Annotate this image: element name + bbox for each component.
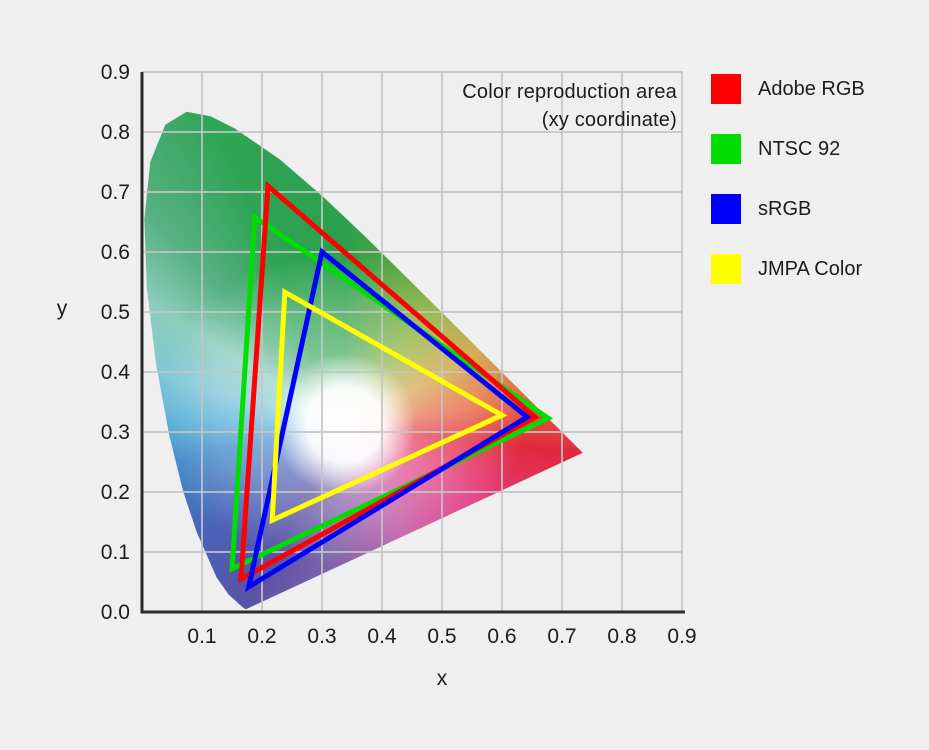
chart-title-line1: Color reproduction area: [462, 81, 677, 103]
legend-item-adobe-rgb: Adobe RGB: [711, 74, 865, 104]
y-tick-label: 0.4: [100, 361, 130, 384]
y-tick-label: 0.1: [100, 541, 130, 564]
y-tick-label: 0.9: [100, 61, 130, 84]
gamut-triangle-adobe-rgb: [238, 180, 540, 584]
x-tick-label: 0.9: [667, 625, 697, 648]
legend-label: Adobe RGB: [758, 77, 865, 100]
axis-lines: [140, 72, 685, 614]
legend-color-swatch: [711, 74, 741, 104]
legend-color-swatch: [711, 254, 741, 284]
y-tick-label: 0.5: [100, 301, 130, 324]
x-tick-label: 0.1: [187, 625, 217, 648]
y-tick-label: 0.6: [100, 241, 130, 264]
y-tick-label: 0.8: [100, 121, 130, 144]
x-axis-label: x: [436, 667, 448, 690]
legend-item-srgb: sRGB: [711, 194, 865, 224]
legend-color-swatch: [711, 194, 741, 224]
y-axis-label: y: [56, 297, 68, 320]
y-tick-label: 0.0: [100, 601, 130, 624]
chart-title: Color reproduction area (xy coordinate): [357, 78, 677, 134]
legend: Adobe RGB NTSC 92 sRGB JMPA Color: [711, 74, 865, 314]
chart-title-line2: (xy coordinate): [541, 109, 677, 131]
x-tick-label: 0.4: [367, 625, 397, 648]
legend-color-swatch: [711, 134, 741, 164]
legend-label: sRGB: [758, 197, 812, 220]
gamut-triangle-srgb: [245, 247, 532, 592]
y-tick-label: 0.7: [100, 181, 130, 204]
legend-item-ntsc-92: NTSC 92: [711, 134, 865, 164]
y-tick-label: 0.3: [100, 421, 130, 444]
x-tick-label: 0.6: [487, 625, 517, 648]
x-tick-label: 0.3: [307, 625, 337, 648]
x-tick-label: 0.8: [607, 625, 637, 648]
y-tick-label: 0.2: [100, 481, 130, 504]
legend-label: JMPA Color: [758, 257, 863, 280]
legend-label: NTSC 92: [758, 137, 841, 160]
x-tick-label: 0.2: [247, 625, 277, 648]
gamut-triangle-jmpa-color: [269, 288, 508, 525]
x-tick-label: 0.5: [427, 625, 457, 648]
legend-item-jmpa-color: JMPA Color: [711, 254, 865, 284]
x-tick-label: 0.7: [547, 625, 577, 648]
